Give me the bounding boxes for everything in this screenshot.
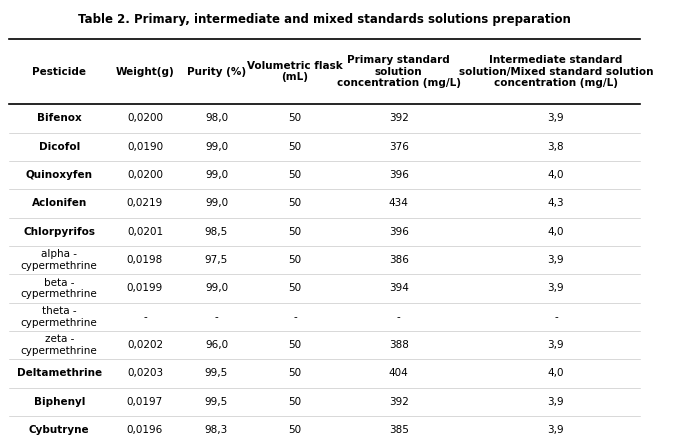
Text: 99,0: 99,0: [205, 198, 228, 208]
Text: 99,5: 99,5: [205, 368, 228, 378]
Text: 0,0200: 0,0200: [127, 114, 163, 123]
Text: theta -
cypermethrine: theta - cypermethrine: [21, 306, 98, 328]
Text: 4,0: 4,0: [548, 170, 564, 180]
Text: 4,0: 4,0: [548, 227, 564, 237]
Text: 376: 376: [389, 142, 409, 152]
Text: 0,0219: 0,0219: [127, 198, 163, 208]
Text: -: -: [215, 312, 218, 322]
Text: 50: 50: [289, 114, 302, 123]
Text: 96,0: 96,0: [205, 340, 228, 350]
Text: 4,0: 4,0: [548, 368, 564, 378]
Text: 434: 434: [389, 198, 409, 208]
Text: 385: 385: [389, 425, 409, 435]
Text: 0,0202: 0,0202: [127, 340, 163, 350]
Text: 99,0: 99,0: [205, 170, 228, 180]
Text: 3,9: 3,9: [548, 397, 564, 407]
Text: 0,0200: 0,0200: [127, 170, 163, 180]
Text: Quinoxyfen: Quinoxyfen: [26, 170, 93, 180]
Text: 50: 50: [289, 255, 302, 265]
Text: 99,5: 99,5: [205, 397, 228, 407]
Text: 3,8: 3,8: [548, 142, 564, 152]
Text: 98,5: 98,5: [205, 227, 228, 237]
Text: Table 2. Primary, intermediate and mixed standards solutions preparation: Table 2. Primary, intermediate and mixed…: [78, 14, 571, 26]
Text: -: -: [143, 312, 147, 322]
Text: 97,5: 97,5: [205, 255, 228, 265]
Text: Biphenyl: Biphenyl: [34, 397, 85, 407]
Text: beta -
cypermethrine: beta - cypermethrine: [21, 277, 98, 299]
Text: 50: 50: [289, 170, 302, 180]
Text: 0,0196: 0,0196: [127, 425, 163, 435]
Text: alpha -
cypermethrine: alpha - cypermethrine: [21, 250, 98, 271]
Text: Weight(g): Weight(g): [116, 66, 174, 76]
Text: 50: 50: [289, 397, 302, 407]
Text: -: -: [397, 312, 400, 322]
Text: 98,3: 98,3: [205, 425, 228, 435]
Text: 99,0: 99,0: [205, 284, 228, 294]
Text: 386: 386: [389, 255, 409, 265]
Text: 396: 396: [389, 227, 409, 237]
Text: 50: 50: [289, 227, 302, 237]
Text: 3,9: 3,9: [548, 340, 564, 350]
Text: Pesticide: Pesticide: [32, 66, 86, 76]
Text: Deltamethrine: Deltamethrine: [17, 368, 102, 378]
Text: Cybutryne: Cybutryne: [29, 425, 90, 435]
Text: 0,0197: 0,0197: [127, 397, 163, 407]
Text: 50: 50: [289, 340, 302, 350]
Text: 50: 50: [289, 368, 302, 378]
Text: Purity (%): Purity (%): [187, 66, 246, 76]
Text: 0,0203: 0,0203: [127, 368, 163, 378]
Text: -: -: [293, 312, 297, 322]
Text: zeta -
cypermethrine: zeta - cypermethrine: [21, 334, 98, 356]
Text: 50: 50: [289, 142, 302, 152]
Text: 4,3: 4,3: [548, 198, 564, 208]
Text: 3,9: 3,9: [548, 114, 564, 123]
Text: 396: 396: [389, 170, 409, 180]
Text: 50: 50: [289, 425, 302, 435]
Text: Primary standard
solution
concentration (mg/L): Primary standard solution concentration …: [336, 55, 461, 88]
Text: Volumetric flask
(mL): Volumetric flask (mL): [247, 61, 343, 82]
Text: Intermediate standard
solution/Mixed standard solution
concentration (mg/L): Intermediate standard solution/Mixed sta…: [459, 55, 653, 88]
Text: Chlorpyrifos: Chlorpyrifos: [24, 227, 96, 237]
Text: 3,9: 3,9: [548, 284, 564, 294]
Text: 392: 392: [389, 397, 409, 407]
Text: 3,9: 3,9: [548, 425, 564, 435]
Text: 3,9: 3,9: [548, 255, 564, 265]
Text: Dicofol: Dicofol: [38, 142, 80, 152]
Text: 0,0190: 0,0190: [127, 142, 163, 152]
Text: 404: 404: [389, 368, 409, 378]
Text: 388: 388: [389, 340, 409, 350]
Text: 50: 50: [289, 198, 302, 208]
Text: Bifenox: Bifenox: [37, 114, 81, 123]
Text: 0,0201: 0,0201: [127, 227, 163, 237]
Text: 392: 392: [389, 114, 409, 123]
Text: 50: 50: [289, 284, 302, 294]
Text: 0,0199: 0,0199: [127, 284, 163, 294]
Text: -: -: [554, 312, 558, 322]
Text: 99,0: 99,0: [205, 142, 228, 152]
Text: 0,0198: 0,0198: [127, 255, 163, 265]
Text: 98,0: 98,0: [205, 114, 228, 123]
Text: Aclonifen: Aclonifen: [32, 198, 87, 208]
Text: 394: 394: [389, 284, 409, 294]
